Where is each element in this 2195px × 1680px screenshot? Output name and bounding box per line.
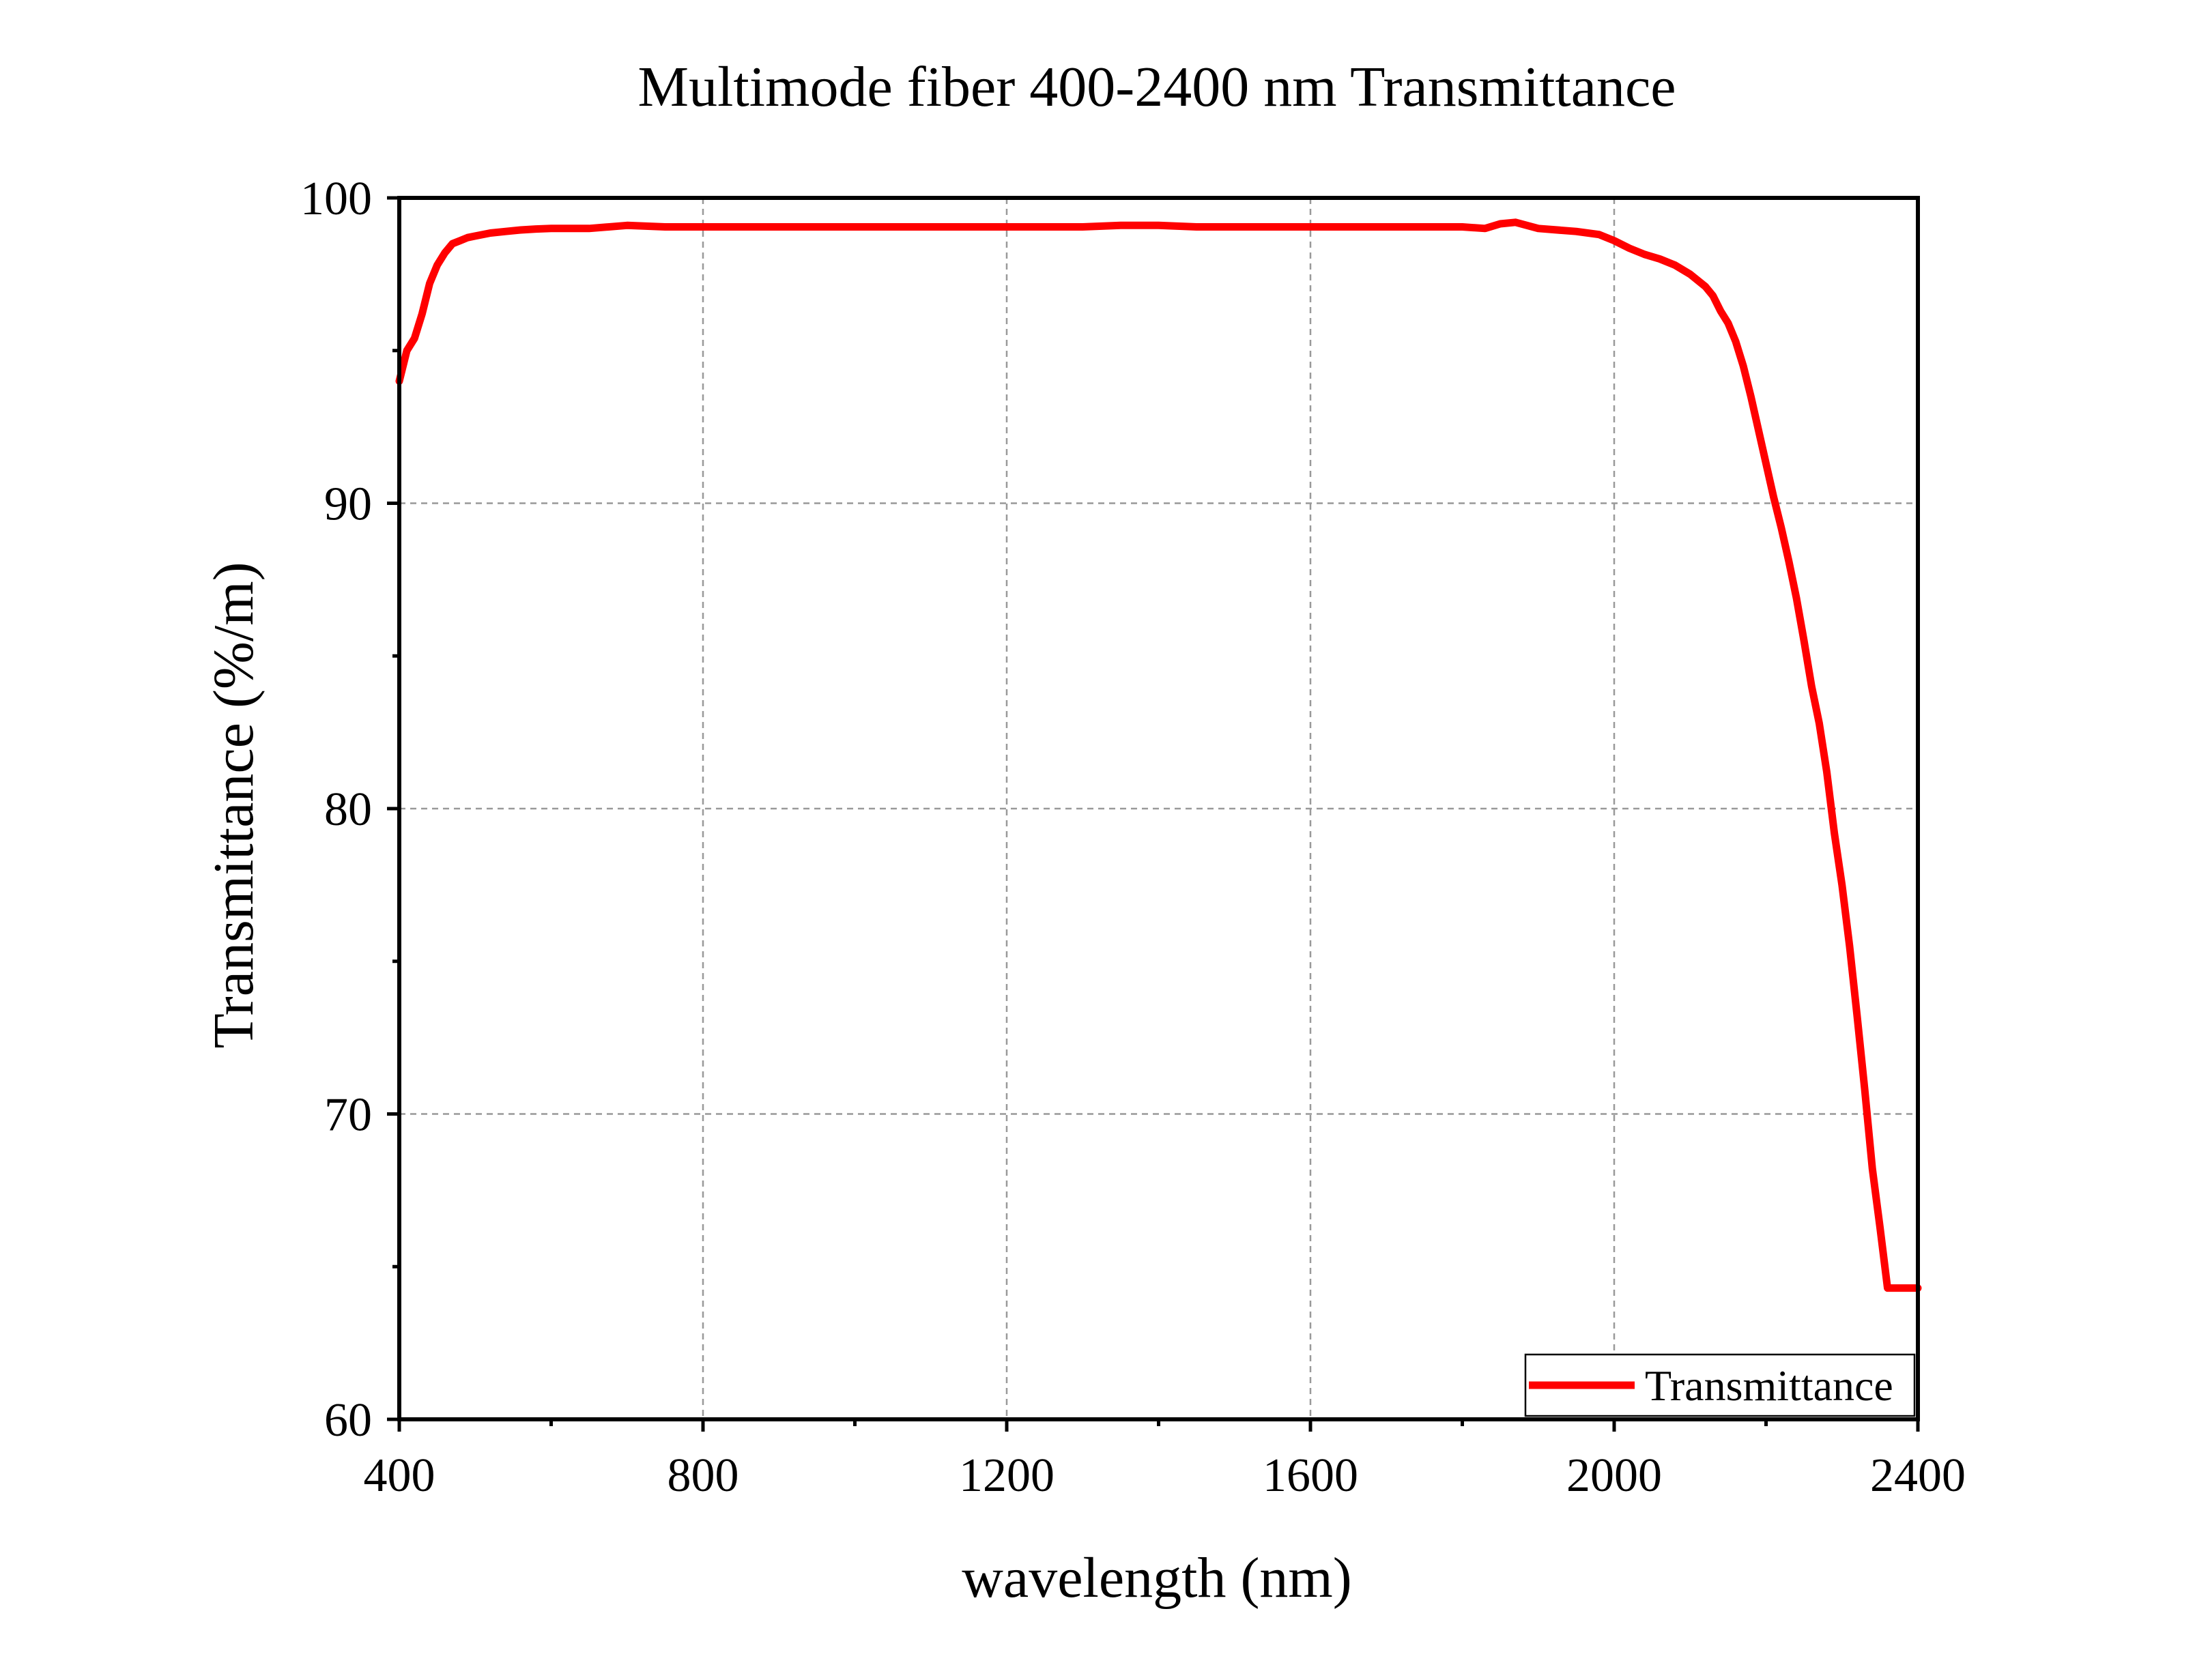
tick-labels: 400 800 1200 1600 2000 2400 60 70 80 90 100 bbox=[300, 173, 1966, 1502]
grid bbox=[399, 198, 1918, 1419]
legend-label: Transmittance bbox=[1645, 1361, 1893, 1410]
axis-ticks bbox=[387, 196, 1920, 1432]
y-tick-label: 100 bbox=[300, 173, 372, 225]
x-tick-label: 800 bbox=[668, 1449, 739, 1502]
x-tick-label: 400 bbox=[364, 1449, 435, 1502]
legend: Transmittance bbox=[1524, 1353, 1916, 1417]
y-axis-title: Transmittance (%/m) bbox=[202, 562, 266, 1048]
series-line-transmittance bbox=[395, 218, 1922, 1292]
y-tick-label: 60 bbox=[324, 1394, 372, 1447]
y-tick-label: 90 bbox=[324, 478, 372, 531]
x-tick-label: 1200 bbox=[959, 1449, 1055, 1502]
plot-frame bbox=[397, 196, 1920, 1421]
x-axis-title: wavelength (nm) bbox=[962, 1546, 1351, 1610]
y-tick-label: 70 bbox=[324, 1089, 372, 1142]
chart-title: Multimode fiber 400-2400 nm Transmittanc… bbox=[637, 55, 1676, 119]
x-tick-label: 2400 bbox=[1870, 1449, 1966, 1502]
y-tick-label: 80 bbox=[324, 783, 372, 836]
x-tick-label: 1600 bbox=[1263, 1449, 1358, 1502]
x-tick-label: 2000 bbox=[1566, 1449, 1662, 1502]
